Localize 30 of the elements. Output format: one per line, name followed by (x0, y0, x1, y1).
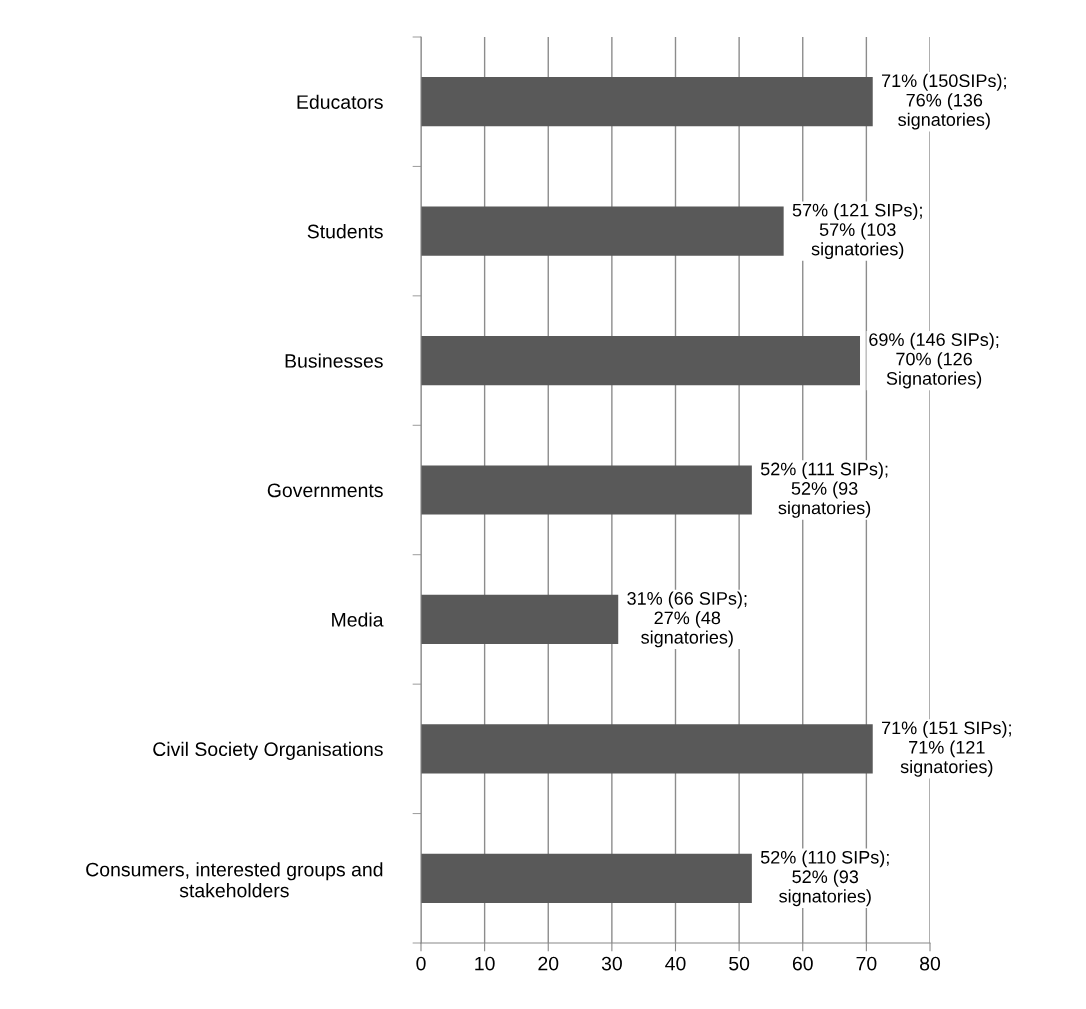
y-tick-label: Consumers, interested groups and stakeholders (86, 862, 383, 898)
bar (421, 206, 784, 256)
x-tick-label: 40 (665, 956, 686, 971)
y-tick-label: Civil Society Organisations (153, 741, 383, 760)
data-label: 71% (151 SIPs); 71% (121 signatories) (882, 720, 1011, 777)
data-label: 69% (146 SIPs); 70% (126 Signatories) (869, 332, 999, 389)
data-label: 52% (110 SIPs); 52% (93 signatories) (760, 850, 889, 907)
y-tick-label: Businesses (285, 353, 383, 368)
y-tick-label: Media (332, 612, 384, 627)
data-label: 71% (150SIPs); 76% (136 signatories) (882, 73, 1006, 130)
x-tick-label: 50 (729, 956, 750, 971)
x-tick-label: 10 (475, 956, 495, 971)
x-tick-label: 0 (416, 956, 426, 971)
bar (421, 335, 861, 386)
data-label: 57% (121 SIPs); 57% (103 signatories) (792, 203, 922, 260)
x-tick-label: 30 (601, 956, 622, 971)
x-tick-label: 80 (920, 956, 941, 971)
x-tick-label: 20 (538, 956, 559, 971)
y-tick-label: Students (307, 224, 383, 239)
bar (421, 724, 873, 774)
data-label: 52% (111 SIPs); 52% (93 signatories) (760, 462, 888, 518)
x-tick-label: 60 (792, 956, 813, 971)
y-tick-label: Governments (267, 483, 383, 498)
data-label: 31% (66 SIPs); 27% (48 signatories) (627, 591, 747, 648)
bar (421, 465, 752, 515)
bar (421, 77, 873, 127)
y-tick-label: Educators (297, 94, 383, 109)
bar (421, 853, 752, 903)
bar (421, 594, 619, 645)
x-tick-label: 70 (856, 956, 877, 971)
